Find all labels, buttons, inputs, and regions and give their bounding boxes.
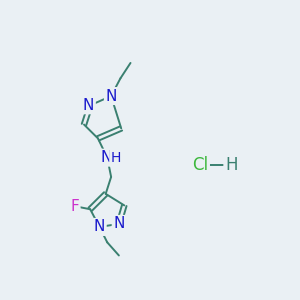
Text: N: N (94, 220, 105, 235)
Text: F: F (70, 200, 79, 214)
Text: N: N (105, 88, 117, 104)
Text: N: N (113, 216, 124, 231)
Text: Cl: Cl (192, 156, 208, 174)
Text: H: H (225, 156, 238, 174)
Text: N: N (100, 150, 111, 165)
Text: N: N (83, 98, 94, 113)
Text: H: H (111, 151, 121, 165)
